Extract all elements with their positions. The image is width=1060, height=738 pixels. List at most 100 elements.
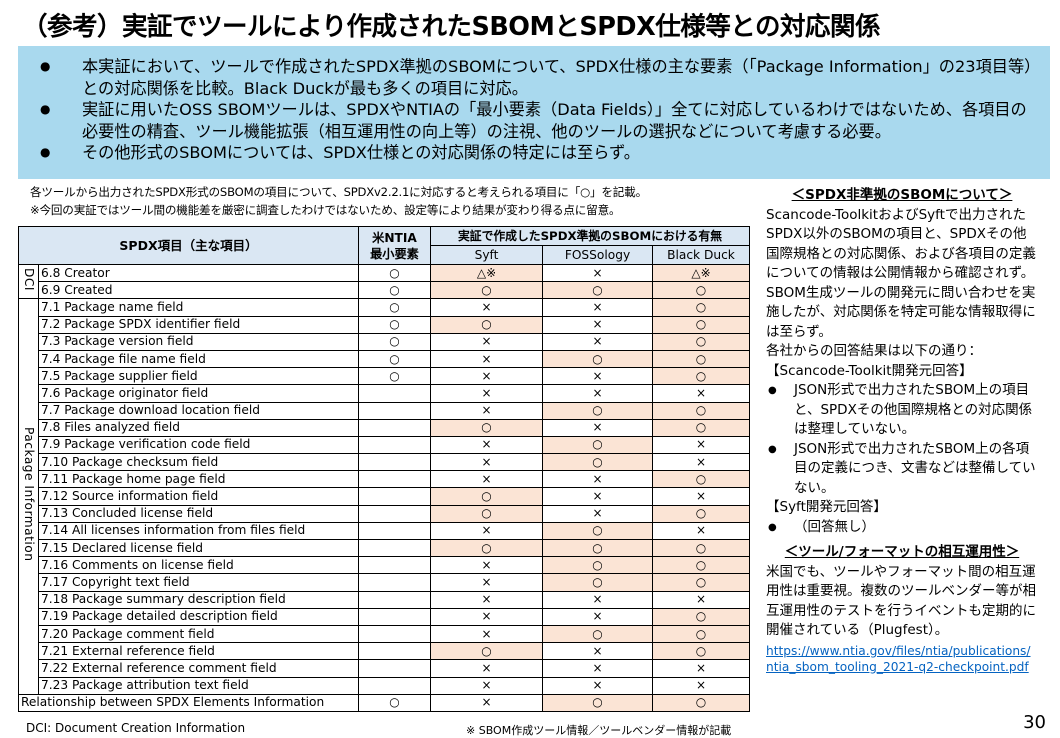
fossology-mark: ×	[542, 607, 653, 626]
blackduck-mark: ○	[651, 281, 751, 300]
syft-mark: ×	[430, 590, 543, 609]
fossology-mark: ×	[542, 263, 653, 283]
ntia-mark: ○	[358, 332, 431, 351]
table-caveat: ※今回の実証ではツール間の機能差を厳密に調査したわけではないため、設定等により結…	[30, 203, 621, 217]
fossology-mark: ○	[542, 401, 653, 420]
spdx-item-name: 7.13 Concluded license field	[38, 504, 359, 523]
side-paragraph: Scancode-ToolkitおよびSyftで出力されたSPDX以外のSBOM…	[766, 206, 1036, 282]
spdx-item-name: 7.15 Declared license field	[38, 538, 359, 558]
bullet-icon: ●	[40, 145, 51, 159]
spdx-item-name: 7.11 Package home page field	[38, 470, 359, 489]
table-row: 7.9 Package verification code field × ○ ×	[19, 435, 751, 455]
ntia-link[interactable]: https://www.ntia.gov/files/ntia/publicat…	[766, 643, 1031, 674]
table-row: 7.16 Comments on license field × ○ ○	[19, 556, 751, 575]
ntia-mark	[358, 556, 431, 575]
spdx-item-name: 7.17 Copyright text field	[38, 573, 359, 592]
ntia-mark	[358, 418, 431, 437]
side-paragraph: 各社からの回答結果は以下の通り：	[766, 343, 982, 359]
spdx-item-name: 7.22 External reference comment field	[38, 659, 359, 678]
table-note: 各ツールから出力されたSPDX形式のSBOMの項目について、SPDXv2.2.1…	[30, 185, 647, 199]
summary-text: 実証に用いたOSS SBOMツールは、SPDXやNTIAの「最小要素（Data …	[82, 100, 1027, 141]
header-blackduck: Black Duck	[651, 245, 751, 265]
fossology-mark: ×	[542, 332, 653, 351]
spdx-item-name: 6.8 Creator	[38, 263, 359, 283]
blackduck-mark: ×	[651, 487, 751, 506]
table-row: 7.13 Concluded license field ○ × ○	[19, 504, 751, 523]
ntia-mark	[358, 642, 431, 661]
spdx-item-name: 7.7 Package download location field	[38, 401, 359, 420]
ntia-mark: ○	[358, 367, 431, 386]
syft-mark: ×	[430, 435, 543, 455]
summary-box: ● 本実証において、ツールで作成されたSPDX準拠のSBOMについて、SPDX仕…	[18, 46, 1050, 179]
spdx-item-name: 7.8 Files analyzed field	[38, 418, 359, 437]
fossology-mark: ×	[542, 659, 653, 678]
summary-item: ● 実証に用いたOSS SBOMツールは、SPDXやNTIAの「最小要素（Dat…	[38, 99, 1036, 142]
summary-item: ● その他形式のSBOMについては、SPDX仕様との対応関係の特定には至らず。	[38, 142, 1036, 164]
side-panel: ＜SPDX非準拠のSBOMについて＞ Scancode-ToolkitおよびSy…	[766, 186, 1038, 675]
spdx-item-name: 7.12 Source information field	[38, 487, 359, 506]
ntia-mark	[358, 453, 431, 472]
blackduck-mark: ○	[651, 624, 751, 644]
fossology-mark: ×	[542, 642, 653, 661]
bullet-icon: ●	[40, 102, 51, 116]
table-row: 7.6 Package originator field × × ×	[19, 384, 751, 403]
table-row: 7.8 Files analyzed field ○ × ○	[19, 418, 751, 437]
spdx-item-name: 7.1 Package name field	[38, 298, 359, 317]
table-row: 7.5 Package supplier field ○ × × ○	[19, 367, 751, 386]
fossology-mark: ○	[542, 349, 653, 369]
table-row: DCI 6.8 Creator ○ △※ × △※	[18, 263, 751, 300]
spdx-item-name: 7.9 Package verification code field	[38, 435, 359, 455]
syft-mark: ○	[430, 642, 543, 661]
ntia-mark	[358, 624, 431, 644]
table-row: 7.14 All licenses information from files…	[19, 521, 751, 541]
page-number: 30	[1023, 712, 1046, 733]
syft-mark: ○	[430, 281, 543, 300]
ntia-mark	[358, 607, 431, 626]
blackduck-mark: ○	[651, 470, 751, 489]
spdx-item-name: 7.14 All licenses information from files…	[38, 521, 359, 541]
side-bullet: ● （回答無し）	[766, 518, 1038, 538]
blackduck-mark: ○	[651, 693, 751, 712]
syft-mark: ×	[430, 453, 543, 472]
spdx-item-name: 7.4 Package file name field	[38, 349, 359, 369]
ntia-mark	[358, 573, 431, 592]
syft-mark: ×	[430, 332, 543, 351]
table-row: 7.17 Copyright text field × ○ ○	[19, 573, 751, 592]
blackduck-mark: ×	[651, 453, 751, 472]
spdx-item-name: 6.9 Created	[38, 281, 359, 300]
blackduck-mark: ×	[651, 521, 751, 541]
side-subheading: 【Syft開発元回答】	[766, 499, 887, 515]
ntia-mark	[358, 659, 431, 678]
table-row: 7.4 Package file name field ○ × ○ ○	[19, 349, 751, 369]
table-row: 7.23 Package attribution text field × × ×	[19, 676, 751, 695]
spdx-item-name: 7.5 Package supplier field	[38, 367, 359, 386]
blackduck-mark: ○	[651, 573, 751, 592]
table-row: 7.20 Package comment field × ○ ○	[19, 624, 751, 644]
ntia-mark: ○	[358, 693, 431, 712]
blackduck-mark: ○	[651, 349, 751, 369]
fossology-mark: ○	[542, 624, 653, 644]
fossology-mark: ○	[542, 281, 653, 300]
fossology-mark: ×	[542, 418, 653, 437]
fossology-mark: ×	[542, 590, 653, 609]
table-row: 7.3 Package version field ○ × × ○	[19, 332, 751, 351]
syft-mark: ×	[430, 607, 543, 626]
syft-mark: ×	[430, 384, 543, 403]
fossology-mark: ×	[542, 315, 653, 334]
blackduck-mark: ○	[651, 607, 751, 626]
side-bullet-text: JSON形式で出力されたSBOM上の各項目の定義につき、文書などは整備していない…	[794, 440, 1036, 496]
header-fossology: FOSSology	[542, 245, 653, 265]
spdx-item-name: 7.20 Package comment field	[38, 624, 359, 644]
ntia-mark	[358, 401, 431, 420]
blackduck-mark: ○	[651, 642, 751, 661]
blackduck-mark: ○	[651, 401, 751, 420]
header-spdx-item: SPDX項目（主な項目）	[18, 226, 359, 265]
ntia-mark: ○	[358, 281, 431, 300]
spdx-comparison-table: SPDX項目（主な項目） 米NTIA 最小要素 実証で作成したSPDX準拠のSB…	[18, 226, 751, 712]
fossology-mark: ×	[542, 487, 653, 506]
fossology-mark: ○	[542, 573, 653, 592]
ntia-mark	[358, 435, 431, 455]
spdx-item-name: 7.3 Package version field	[38, 332, 359, 351]
ntia-mark	[358, 676, 431, 695]
syft-mark: ×	[430, 676, 543, 695]
